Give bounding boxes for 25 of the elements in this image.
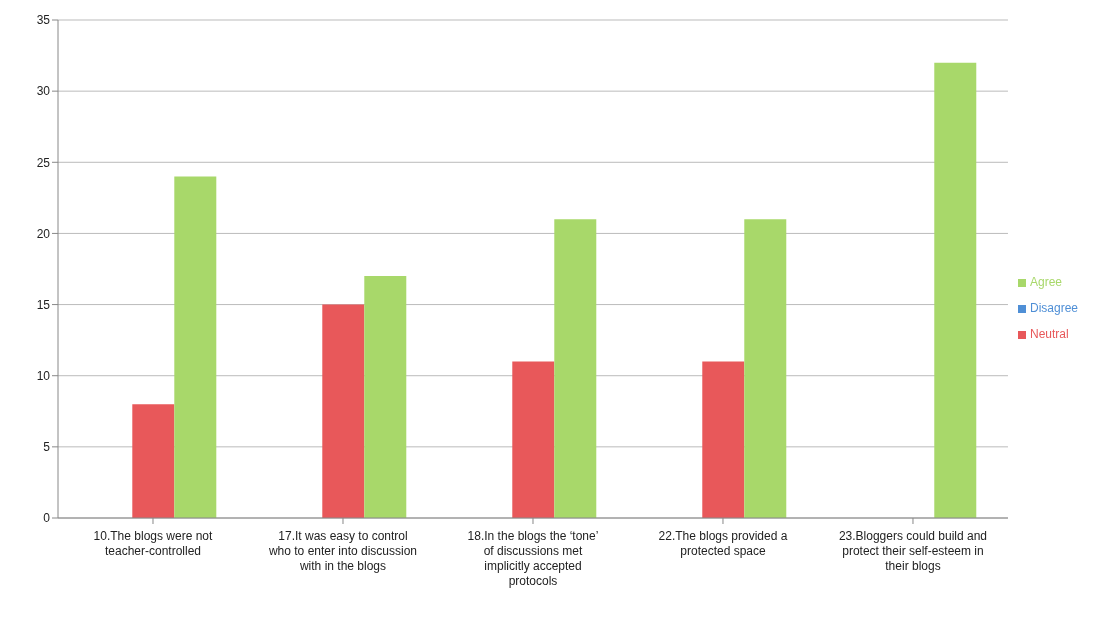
y-tick-label: 15 [36, 297, 51, 312]
bar [744, 219, 787, 518]
y-tick-label: 25 [36, 155, 51, 170]
bar [512, 361, 555, 518]
y-tick-label: 20 [36, 226, 51, 241]
y-tick-label: 0 [43, 511, 51, 526]
bar [322, 304, 365, 518]
legend-label: Agree [1029, 275, 1062, 289]
y-tick-label: 30 [36, 84, 51, 99]
bar [132, 404, 175, 518]
x-tick-label: 18.In the blogs the ‘tone’ of discussions met implicitly accepted protocols [467, 529, 599, 588]
x-tick-label: 17.It was easy to control who to enter into discussion with in the blogs [267, 529, 418, 573]
x-tick-label: 23.Bloggers could build and protect their self-esteem in their blogs [838, 529, 988, 573]
y-tick-label: 5 [43, 440, 51, 455]
bar [364, 276, 407, 518]
bar [702, 361, 745, 518]
bar [934, 62, 977, 518]
x-tick-label: 10.The blogs were not teacher-controlled [93, 529, 214, 558]
y-tick-label: 10 [36, 368, 51, 383]
legend-label: Disagree [1029, 301, 1078, 315]
y-tick-label: 35 [36, 13, 51, 28]
legend-label: Neutral [1029, 327, 1069, 341]
bar [554, 219, 597, 518]
x-tick-label: 22.The blogs provided a protected space [658, 529, 788, 558]
bar [174, 176, 217, 518]
